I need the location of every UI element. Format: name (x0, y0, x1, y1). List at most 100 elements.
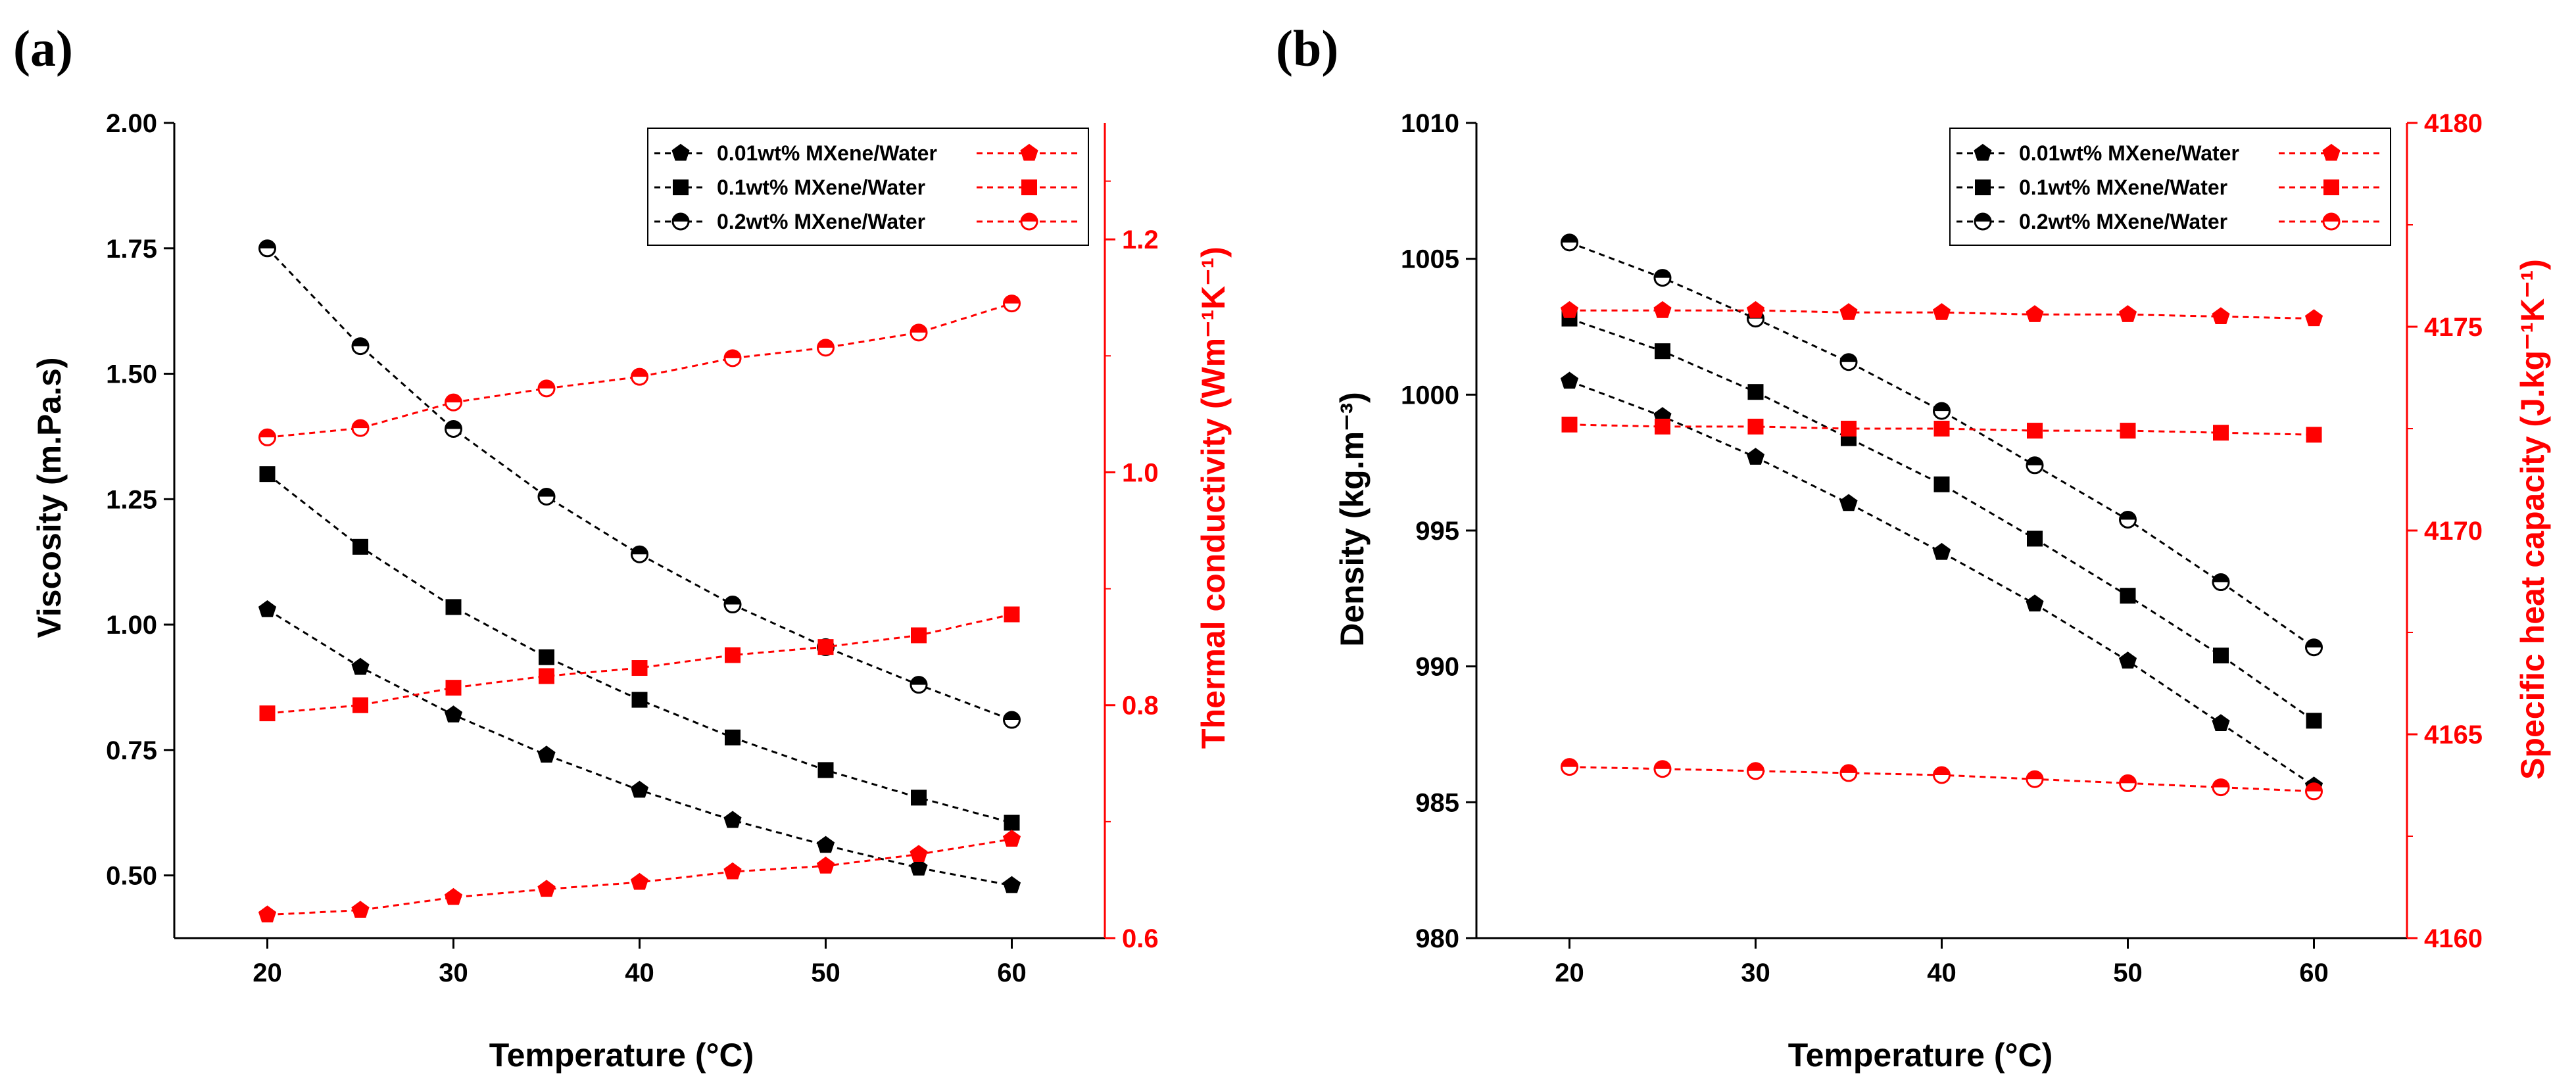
data-point (259, 705, 276, 722)
data-point (537, 379, 556, 398)
data-point (258, 239, 276, 258)
data-point (817, 639, 834, 655)
data-point (1747, 762, 1764, 780)
data-point (1933, 402, 1951, 420)
data-point (1653, 760, 1672, 778)
x-tick-label: 40 (1927, 958, 1956, 987)
legend-box (1949, 128, 2391, 246)
data-point (445, 680, 462, 696)
data-point (1841, 421, 1857, 437)
left-tick-label: 1.00 (106, 611, 157, 640)
right-tick-label: 4180 (2424, 109, 2483, 138)
x-tick-label: 20 (1555, 958, 1584, 987)
data-point (725, 729, 741, 745)
legend-entry: 0.01wt% MXene/Water (1956, 141, 2384, 165)
data-point (2026, 770, 2044, 788)
series-left-2 (258, 239, 1021, 729)
panel-b-axes: 20 30 40 50 60 980 985 990 995 1000 1005 1010 4160 41… (1401, 109, 2483, 987)
data-point (2212, 307, 2230, 324)
data-point (259, 466, 276, 483)
panel-b-label: (b) (1276, 20, 1338, 77)
series-left-1 (1561, 310, 2322, 729)
data-point (911, 627, 927, 644)
data-point (1747, 418, 1764, 435)
data-point (1655, 343, 1670, 360)
legend-label: 0.01wt% MXene/Water (717, 141, 937, 165)
data-point (2119, 510, 2137, 529)
data-point (1932, 542, 1951, 560)
data-point (1004, 606, 1020, 623)
data-point (1655, 418, 1670, 435)
right-tick-label: 4160 (2424, 924, 2483, 953)
x-tick-label: 40 (625, 958, 654, 987)
legend-marker-red (1021, 179, 1037, 195)
data-point (1560, 371, 1579, 389)
data-point (1746, 448, 1765, 465)
series-line (266, 608, 1012, 887)
legend-marker-red (2323, 179, 2339, 195)
right-tick-label: 0.6 (1122, 924, 1159, 953)
data-point (445, 599, 462, 615)
x-tick-label: 50 (2113, 958, 2143, 987)
legend-marker-red (1020, 143, 1038, 161)
data-point (910, 858, 928, 876)
legend-marker-black (671, 212, 690, 231)
data-point (1002, 830, 1021, 847)
data-point (911, 790, 927, 806)
data-point (537, 880, 556, 897)
series-right-5 (258, 295, 1021, 446)
right-tick-label: 4170 (2424, 517, 2483, 546)
legend-entry: 0.2wt% MXene/Water (1956, 210, 2384, 233)
data-point (445, 419, 462, 438)
data-point (258, 600, 277, 617)
data-point (1839, 494, 1858, 511)
data-point (1933, 476, 1950, 492)
data-point (1839, 764, 1858, 782)
data-point (910, 676, 928, 694)
legend-label: 0.2wt% MXene/Water (717, 210, 925, 233)
left-tick-label: 980 (1415, 924, 1459, 953)
data-point (1560, 300, 1579, 318)
data-point (2119, 774, 2137, 792)
left-tick-label: 1.75 (106, 235, 157, 264)
data-point (352, 538, 368, 555)
right-tick-label: 1.2 (1122, 225, 1159, 254)
data-point (1653, 269, 1672, 287)
series-left-1 (259, 466, 1020, 831)
data-point (2305, 638, 2323, 657)
legend-marker-black (1975, 179, 1991, 195)
panel-a-x-axis-title: Temperature (°C) (489, 1037, 754, 1074)
left-tick-label: 990 (1415, 653, 1459, 682)
left-tick-label: 2.00 (106, 109, 157, 138)
legend-marker-red (2322, 212, 2341, 231)
series-line (266, 473, 1012, 824)
series-right-3 (1560, 300, 2323, 327)
data-point (1653, 300, 1672, 318)
data-point (2027, 423, 2043, 439)
left-tick-label: 0.75 (106, 736, 157, 765)
legend-marker-black (1974, 143, 1992, 161)
data-point (258, 428, 276, 446)
data-point (539, 649, 554, 665)
data-point (444, 705, 463, 722)
data-point (2026, 305, 2044, 322)
data-point (351, 419, 370, 437)
data-point (631, 692, 648, 708)
data-point (2213, 425, 2229, 441)
x-tick-label: 30 (1741, 958, 1770, 987)
data-point (631, 660, 648, 676)
data-point (1746, 300, 1765, 318)
series-right-3 (258, 830, 1021, 923)
data-point (351, 657, 370, 675)
panel-b-x-axis-title: Temperature (°C) (1788, 1037, 2053, 1074)
data-point (1839, 353, 1858, 371)
left-tick-label: 985 (1415, 788, 1459, 817)
panel-b-plot-area: 20 30 40 50 60 980 985 990 995 1000 1005 1010 4160 41… (1401, 109, 2483, 987)
legend-marker-black (671, 143, 690, 161)
legend-label: 0.1wt% MXene/Water (717, 176, 925, 199)
data-point (2118, 305, 2137, 322)
data-point (2212, 778, 2230, 797)
data-point (2306, 713, 2322, 729)
series-right-4 (259, 606, 1020, 722)
panel-a-left-axis-title: Viscosity (m.Pa.s) (31, 357, 68, 638)
